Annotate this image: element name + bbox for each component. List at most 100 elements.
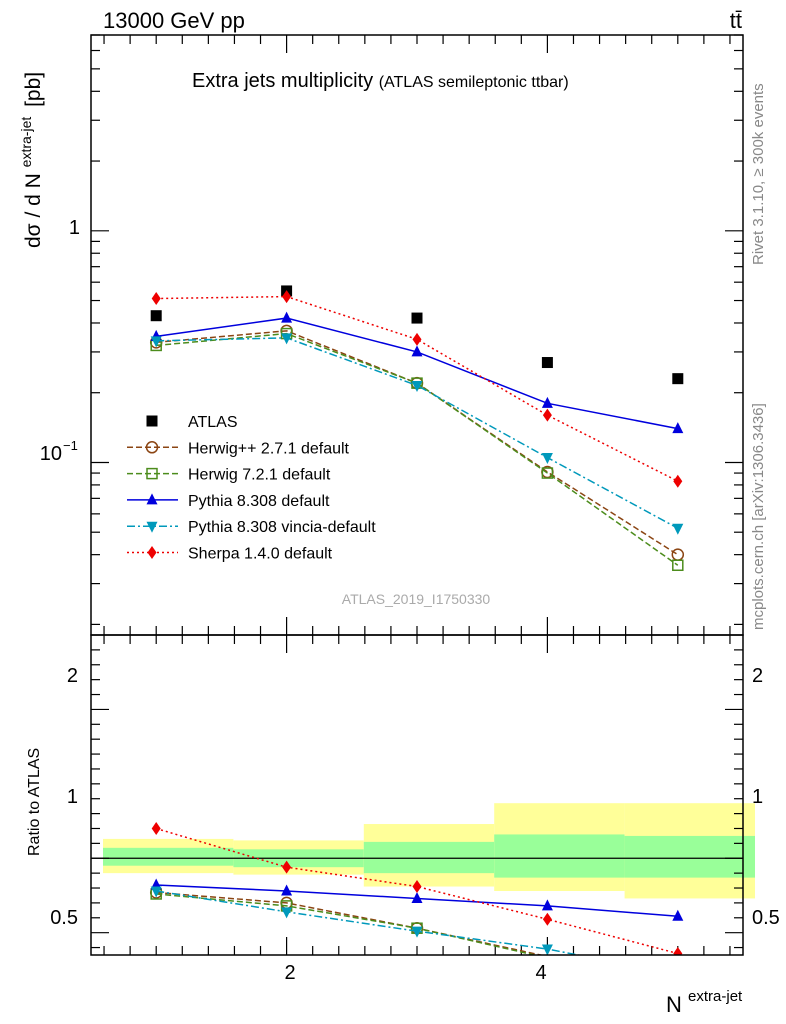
- ratio-ytick-left-1: 1: [67, 786, 78, 808]
- main-y-label-text: dσ / d N: [22, 173, 45, 248]
- data-point: [541, 357, 553, 369]
- x-label-sup: extra-jet: [688, 988, 743, 1005]
- data-point: [542, 408, 552, 422]
- legend-entry: Pythia 8.308 vincia-default: [127, 519, 376, 536]
- legend-label: Pythia 8.308 vincia-default: [188, 519, 376, 536]
- legend-label: Sherpa 1.4.0 default: [188, 546, 333, 563]
- main-y-label-sup: extra-jet: [18, 117, 34, 168]
- y-tick-label-1: 1: [69, 217, 80, 239]
- series-pythia-8-308-vincia-default: [150, 333, 684, 535]
- ratio-point: [673, 947, 683, 955]
- legend-label: Herwig++ 2.7.1 default: [188, 440, 350, 457]
- ratio-ytick-right-0.5: 0.5: [752, 907, 780, 929]
- legend-entry: Herwig++ 2.7.1 default: [127, 440, 350, 457]
- ratio-uncertainty-bands: [91, 803, 755, 899]
- y-tick-label-0.1: 10: [40, 443, 62, 465]
- data-point: [411, 312, 423, 324]
- legend-entry: Pythia 8.308 default: [127, 493, 330, 510]
- data-point: [151, 292, 161, 306]
- band-inner: [624, 835, 755, 878]
- data-point: [281, 333, 293, 345]
- x-tick-label-4: 4: [535, 962, 546, 984]
- main-series-layer: [149, 285, 685, 572]
- legend-entry: Herwig 7.2.1 default: [127, 467, 331, 484]
- legend-marker: [146, 521, 158, 533]
- legend-marker: [146, 415, 158, 427]
- data-point: [411, 345, 423, 357]
- data-point: [673, 474, 683, 488]
- ratio-series-pythia-8-308-vincia-default: [150, 886, 583, 955]
- ratio-point: [672, 909, 684, 921]
- ratio-point: [541, 899, 553, 911]
- ratio-axis-ticks: [91, 649, 743, 949]
- ratio-ytick-right-2: 2: [752, 665, 763, 687]
- legend: ATLAS Herwig++ 2.7.1 default Herwig 7.2.1 …: [127, 414, 376, 563]
- ratio-point: [541, 944, 553, 955]
- legend-entry: ATLAS: [146, 414, 238, 431]
- legend-marker: [147, 546, 157, 559]
- ratio-point: [281, 884, 293, 896]
- ratio-point: [150, 886, 162, 898]
- series-line: [156, 295, 679, 482]
- data-point: [412, 332, 422, 346]
- data-point: [150, 336, 162, 348]
- data-point: [672, 373, 684, 385]
- legend-label: ATLAS: [188, 414, 238, 431]
- data-point: [672, 559, 684, 572]
- process-label: tt̄: [730, 8, 742, 33]
- legend-entry: Sherpa 1.4.0 default: [127, 546, 333, 563]
- ratio-ytick-left-0.5: 0.5: [50, 907, 78, 929]
- legend-label: Herwig 7.2.1 default: [188, 467, 331, 484]
- ratio-point: [282, 860, 292, 874]
- chart-title-main: Extra jets multiplicity: [192, 70, 373, 92]
- analysis-id: ATLAS_2019_I1750330: [342, 591, 491, 607]
- ratio-series-sherpa-1-4-0-default: [151, 821, 683, 955]
- ratio-point: [281, 907, 293, 919]
- ratio-series-layer: [149, 821, 684, 955]
- chart-title: Extra jets multiplicity (ATLAS semilepto…: [192, 70, 569, 92]
- data-point: [671, 548, 685, 561]
- rivet-label: Rivet 3.1.10, ≥ 300k events: [750, 83, 767, 265]
- chart-subtitle: (ATLAS semileptonic ttbar): [379, 74, 569, 91]
- data-point: [281, 311, 293, 323]
- ratio-series-clipped: [149, 821, 684, 955]
- band-inner: [103, 847, 234, 866]
- ratio-point: [151, 821, 161, 835]
- ratio-series-herwig-7-2-1-default: [150, 888, 538, 955]
- legend-marker: [145, 441, 159, 454]
- x-tick-label-2: 2: [284, 962, 295, 984]
- main-y-label-unit: [pb]: [22, 72, 45, 107]
- band-inner: [363, 841, 495, 874]
- y-tick-label-exp: −1: [63, 438, 78, 453]
- ratio-point: [411, 926, 423, 938]
- x-axis-label: N extra-jet: [666, 988, 743, 1017]
- ratio-line: [156, 893, 538, 955]
- data-point: [282, 290, 292, 304]
- ratio-line: [155, 827, 678, 955]
- ratio-y-axis-label: Ratio to ATLAS: [26, 748, 43, 856]
- ratio-point: [542, 912, 552, 926]
- mcplots-label: mcplots.cern.ch [arXiv:1306.3436]: [750, 403, 767, 630]
- series-line: [156, 337, 679, 529]
- x-label-text: N: [666, 992, 682, 1017]
- ratio-ytick-left-2: 2: [67, 665, 78, 687]
- data-point: [411, 380, 423, 392]
- data-point: [541, 453, 553, 465]
- ratio-point: [412, 880, 422, 894]
- main-y-axis-label: dσ / d N extra-jet [pb]: [13, 72, 45, 248]
- legend-marker: [146, 493, 158, 505]
- ratio-panel-frame: [90, 634, 744, 956]
- main-axis-ticks: [91, 34, 743, 955]
- series-sherpa-1-4-0-default: [151, 290, 683, 488]
- data-point: [541, 396, 553, 408]
- legend-marker: [146, 467, 158, 480]
- band-inner: [494, 834, 625, 878]
- y-tick-label-base: 10: [40, 443, 62, 465]
- legend-label: Pythia 8.308 default: [188, 493, 330, 510]
- ratio-point: [411, 891, 423, 903]
- data-point: [541, 467, 554, 479]
- data-point: [672, 422, 684, 434]
- ratio-ytick-right-1: 1: [752, 786, 763, 808]
- energy-label: 13000 GeV pp: [103, 8, 245, 33]
